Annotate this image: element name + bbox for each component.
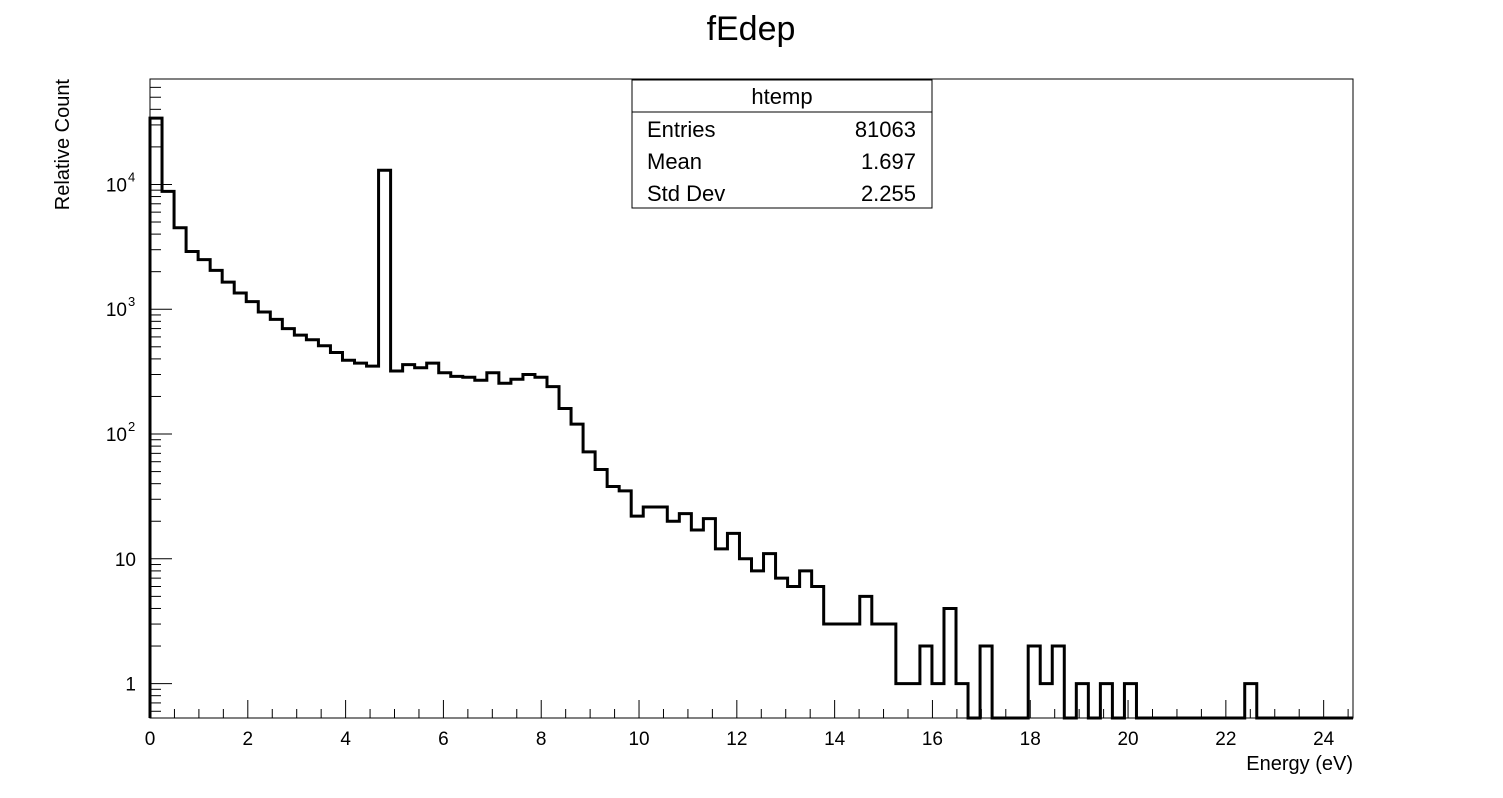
- y-tick-exponent: 2: [128, 419, 135, 434]
- y-tick-label: 1: [125, 675, 136, 696]
- x-axis: 0 2 4 6 8 10 12 14 16 18 20 22 24: [145, 700, 1349, 750]
- stats-entries-label: Entries: [647, 117, 715, 142]
- x-tick-label: 10: [628, 729, 649, 750]
- x-axis-title: Energy (eV): [1246, 753, 1353, 775]
- x-tick-label: 8: [536, 729, 547, 750]
- x-tick-label: 22: [1215, 729, 1236, 750]
- x-tick-label: 4: [340, 729, 351, 750]
- y-tick-label: 10: [106, 425, 127, 446]
- y-tick-exponent: 3: [128, 294, 135, 309]
- x-tick-label: 12: [726, 729, 747, 750]
- histogram-series: [148, 116, 1353, 720]
- stats-box-frame: [631, 79, 933, 209]
- stats-stddev-label: Std Dev: [647, 181, 725, 206]
- x-tick-label: 0: [145, 729, 156, 750]
- x-tick-label: 16: [922, 729, 943, 750]
- stats-mean-value: 1.697: [861, 149, 916, 174]
- x-tick-label: 24: [1313, 729, 1335, 750]
- stats-stddev-value: 2.255: [861, 181, 916, 206]
- x-tick-label: 14: [824, 729, 846, 750]
- y-axis-title: Relative Count: [52, 79, 74, 211]
- chart-title: fEdep: [707, 10, 796, 48]
- x-tick-label: 2: [243, 729, 254, 750]
- x-tick-label: 6: [438, 729, 449, 750]
- y-tick-label: 10: [106, 175, 127, 196]
- y-tick-label: 10: [115, 550, 136, 571]
- x-tick-label: 18: [1020, 729, 1041, 750]
- stats-box: htemp Entries 81063 Mean 1.697 Std Dev 2…: [631, 79, 933, 209]
- stats-mean-label: Mean: [647, 149, 702, 174]
- y-tick-exponent: 4: [128, 169, 135, 184]
- y-tick-label: 10: [106, 300, 127, 321]
- x-tick-label: 20: [1117, 729, 1138, 750]
- stats-box-title: htemp: [751, 84, 812, 109]
- stats-entries-value: 81063: [855, 117, 916, 142]
